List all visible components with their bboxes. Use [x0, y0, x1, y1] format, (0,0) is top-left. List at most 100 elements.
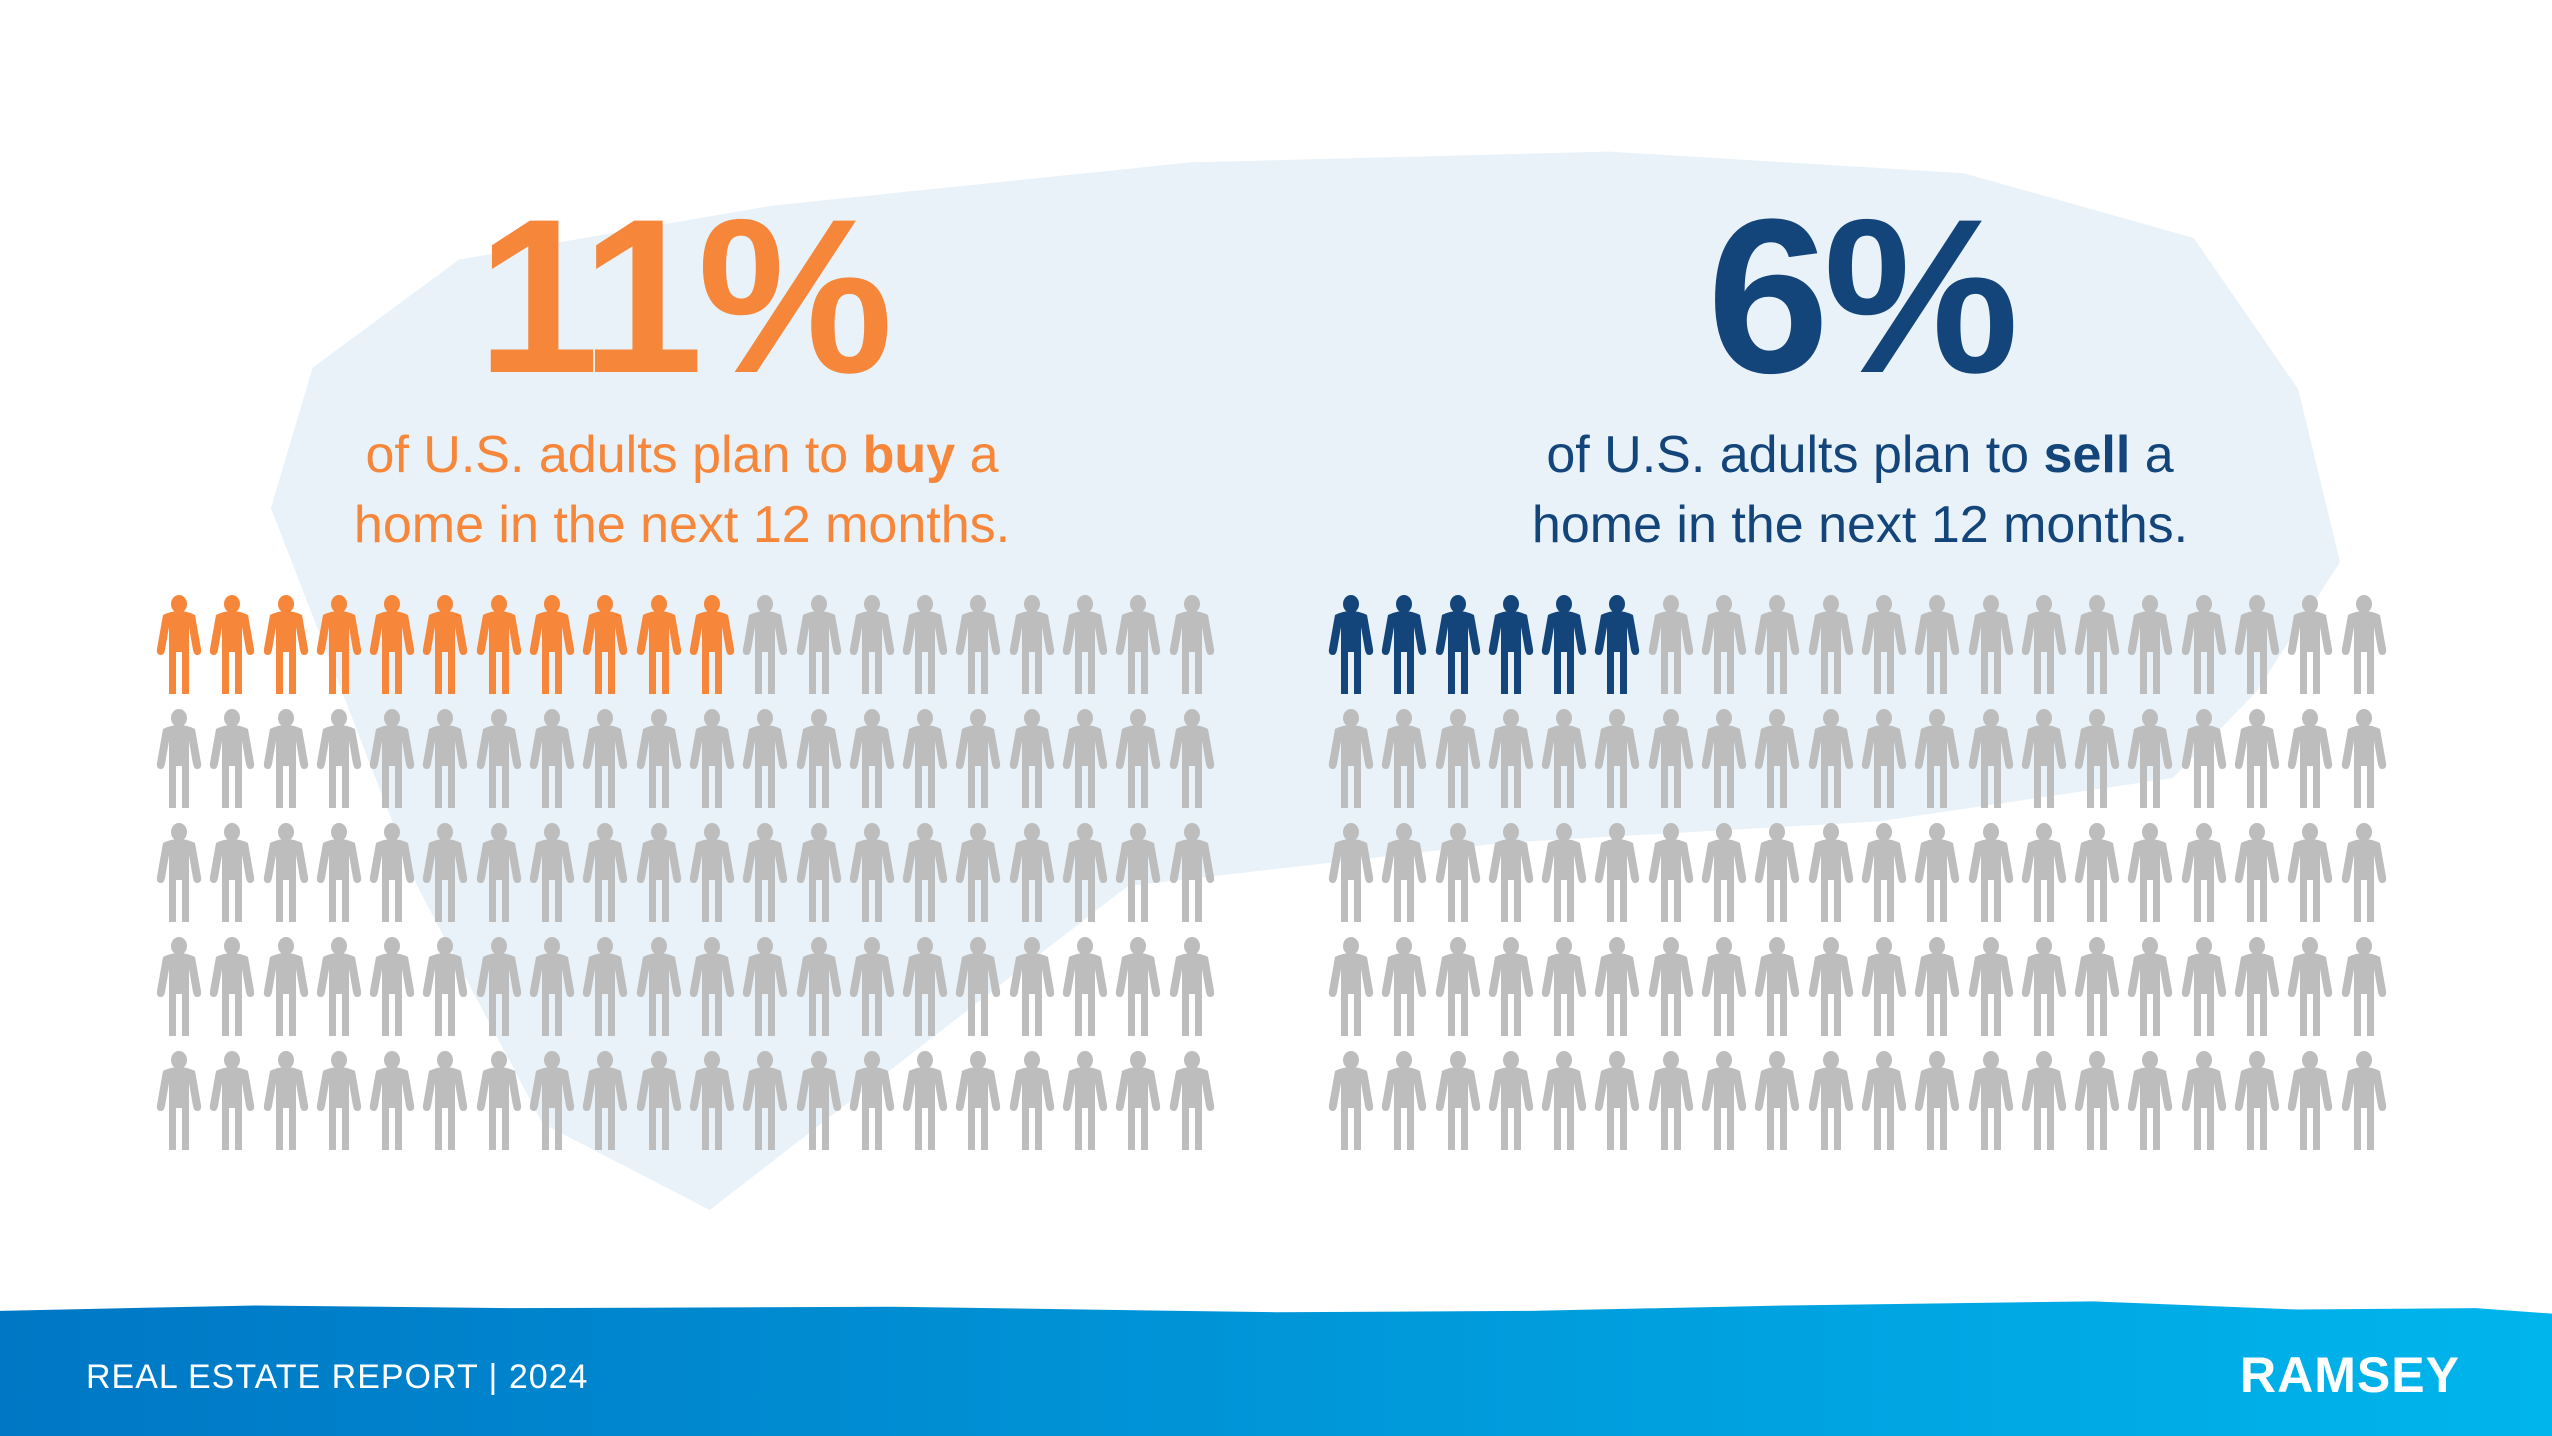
- person-icon: [370, 709, 415, 808]
- person-icon: [1062, 709, 1108, 808]
- person-icon: [956, 1051, 1001, 1150]
- person-icon: [210, 937, 255, 1036]
- person-icon: [1328, 823, 1374, 922]
- person-icon: [1435, 823, 1480, 922]
- person-icon: [423, 1051, 468, 1150]
- person-icon: [476, 937, 521, 1036]
- person-icon: [2341, 1051, 2386, 1150]
- person-icon-highlighted: [529, 595, 575, 694]
- person-icon: [2074, 823, 2120, 922]
- person-icon: [529, 709, 575, 808]
- person-icon: [1382, 1051, 1427, 1150]
- person-icon: [956, 937, 1001, 1036]
- person-icon: [1328, 1051, 1374, 1150]
- person-icon: [1116, 937, 1161, 1036]
- person-icon: [2288, 595, 2333, 694]
- ramsey-logo: RAMSEY: [2240, 1347, 2460, 1403]
- person-icon: [2128, 823, 2173, 922]
- person-icon-highlighted: [1488, 595, 1534, 694]
- person-icon: [156, 709, 202, 808]
- person-icon-highlighted: [423, 595, 468, 694]
- person-icon-highlighted: [210, 595, 255, 694]
- person-icon: [2021, 595, 2067, 694]
- person-icon: [1595, 1051, 1640, 1150]
- person-icon: [1808, 709, 1853, 808]
- person-icon: [796, 595, 841, 694]
- person-icon: [2181, 823, 2226, 922]
- person-icon: [796, 709, 841, 808]
- person-icon: [2181, 1051, 2226, 1150]
- person-icon: [2181, 709, 2226, 808]
- person-icon: [210, 1051, 255, 1150]
- person-icon: [583, 823, 628, 922]
- person-icon: [689, 823, 735, 922]
- person-icon: [316, 709, 362, 808]
- person-icon: [1755, 709, 1800, 808]
- person-icon: [2234, 937, 2280, 1036]
- person-icon: [1648, 1051, 1693, 1150]
- person-icon: [743, 937, 788, 1036]
- person-icon: [636, 1051, 681, 1150]
- person-icon: [902, 709, 948, 808]
- person-icon: [1808, 1051, 1853, 1150]
- person-icon: [796, 937, 841, 1036]
- person-icon: [1968, 595, 2013, 694]
- person-icon: [2288, 823, 2333, 922]
- person-icon: [902, 937, 948, 1036]
- person-icon-highlighted: [1435, 595, 1480, 694]
- person-icon: [2128, 937, 2173, 1036]
- report-label: REAL ESTATE REPORT | 2024: [86, 1358, 589, 1396]
- person-icon: [1701, 1051, 1747, 1150]
- person-icon: [1488, 1051, 1534, 1150]
- person-icon: [1328, 709, 1374, 808]
- person-icon: [1062, 1051, 1108, 1150]
- person-icon: [743, 1051, 788, 1150]
- person-icon: [2234, 709, 2280, 808]
- person-icon: [2288, 937, 2333, 1036]
- person-icon: [2021, 1051, 2067, 1150]
- caption-text: of U.S. adults plan to: [365, 426, 863, 484]
- person-icon: [1009, 595, 1054, 694]
- person-icon: [1062, 937, 1108, 1036]
- sell-pictogram: [1328, 594, 2394, 1164]
- buy-pictogram: [156, 594, 1222, 1164]
- person-icon: [796, 1051, 841, 1150]
- person-icon: [956, 709, 1001, 808]
- buy-stat: 11% of U.S. adults plan to buy a home in…: [232, 186, 1132, 560]
- person-icon: [1595, 937, 1640, 1036]
- person-icon: [529, 1051, 575, 1150]
- person-icon: [1062, 595, 1108, 694]
- person-icon: [2234, 595, 2280, 694]
- person-icon: [1169, 823, 1214, 922]
- person-icon: [1755, 823, 1800, 922]
- person-icon-highlighted: [583, 595, 628, 694]
- person-icon: [583, 937, 628, 1036]
- person-icon: [1435, 937, 1480, 1036]
- person-icon: [1062, 823, 1108, 922]
- person-icon: [1542, 937, 1587, 1036]
- person-icon: [1968, 709, 2013, 808]
- person-icon: [1488, 823, 1534, 922]
- person-icon: [849, 823, 895, 922]
- person-icon: [636, 823, 681, 922]
- person-icon: [689, 937, 735, 1036]
- person-icon: [796, 823, 841, 922]
- buy-caption: of U.S. adults plan to buy a home in the…: [232, 420, 1132, 560]
- person-icon-highlighted: [263, 595, 308, 694]
- person-icon: [1755, 1051, 1800, 1150]
- person-icon-highlighted: [156, 595, 202, 694]
- person-icon: [1542, 1051, 1587, 1150]
- person-icon: [1808, 937, 1853, 1036]
- person-icon-highlighted: [1382, 595, 1427, 694]
- person-icon: [1435, 709, 1480, 808]
- person-icon: [2074, 709, 2120, 808]
- person-icon: [1169, 937, 1214, 1036]
- person-icon: [743, 709, 788, 808]
- person-icon: [370, 823, 415, 922]
- person-icon: [1595, 709, 1640, 808]
- person-icon: [1009, 1051, 1054, 1150]
- person-icon: [156, 1051, 202, 1150]
- person-icon: [476, 823, 521, 922]
- person-icon: [2128, 709, 2173, 808]
- person-icon: [1382, 937, 1427, 1036]
